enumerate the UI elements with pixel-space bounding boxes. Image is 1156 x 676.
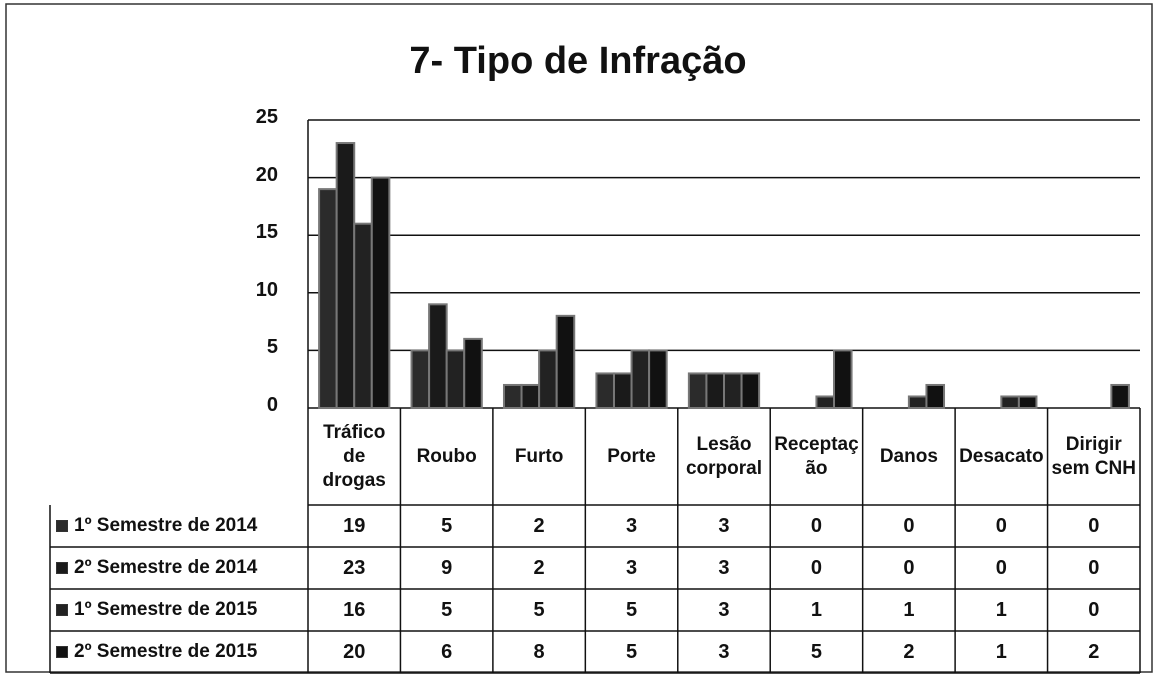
table-value: 1: [995, 598, 1007, 621]
table-value: 20: [343, 640, 366, 663]
y-tick-label: 15: [255, 221, 278, 244]
bar: [335, 142, 356, 409]
bar: [370, 176, 391, 409]
legend-swatch: [56, 646, 68, 658]
table-value: 3: [718, 598, 730, 621]
legend-entry: 1º Semestre de 2014: [50, 505, 308, 547]
table-value: 8: [533, 640, 545, 663]
table-value: 0: [903, 514, 915, 537]
bar: [612, 372, 633, 410]
y-tick-label: 0: [266, 394, 278, 416]
bar: [502, 383, 523, 409]
bar: [907, 395, 928, 410]
bar: [318, 188, 338, 409]
bar: [410, 349, 431, 409]
bar: [353, 222, 373, 409]
bar: [463, 337, 483, 410]
table-value: 5: [625, 598, 638, 621]
bar: [1110, 383, 1130, 409]
table-value: 0: [1088, 556, 1100, 579]
table-value: 2: [533, 556, 545, 579]
bar: [555, 314, 576, 409]
x-tick-label: Porte: [607, 445, 656, 467]
bar: [723, 372, 743, 410]
table-value: 2: [533, 514, 545, 537]
bar: [520, 383, 541, 409]
bar: [1000, 395, 1020, 410]
table-value: 3: [718, 514, 730, 537]
table-value: 5: [810, 640, 822, 663]
table-value: 0: [810, 514, 822, 537]
bar: [815, 395, 836, 410]
x-tick-label: Furto: [514, 445, 564, 467]
chart-title: 7- Tipo de Infração: [409, 40, 747, 82]
x-tick-label: Roubo: [416, 445, 477, 467]
table-value: 9: [441, 556, 453, 579]
table-value: 3: [718, 640, 730, 663]
y-tick-label: 10: [255, 278, 278, 301]
bar: [648, 349, 668, 409]
table-value: 2: [903, 640, 915, 663]
x-tick-label: Tráfico de drogas: [322, 421, 386, 491]
table-value: 0: [995, 556, 1007, 579]
legend-label: 1º Semestre de 2015: [74, 599, 258, 620]
legend-entry: 2º Semestre de 2015: [50, 631, 308, 673]
y-tick-label: 25: [255, 106, 278, 128]
bar: [833, 349, 853, 409]
table-value: 2: [1088, 640, 1100, 663]
bar: [705, 372, 725, 410]
y-tick-label: 20: [255, 163, 278, 186]
frame: [5, 3, 1153, 673]
table-value: 6: [441, 640, 453, 663]
table-value: 3: [625, 514, 638, 537]
legend-label: 1º Semestre de 2014: [74, 515, 258, 536]
legend-entry: 2º Semestre de 2014: [50, 547, 308, 589]
x-tick-label: Receptação: [774, 433, 859, 479]
table-value: 0: [903, 556, 915, 579]
legend-label: 2º Semestre de 2015: [74, 641, 258, 662]
x-tick-label: Lesão corporal: [685, 433, 762, 479]
y-tick-label: 5: [266, 336, 278, 359]
bar: [925, 383, 946, 409]
table-value: 0: [1088, 598, 1100, 621]
legend-swatch: [56, 604, 68, 616]
bar: [428, 303, 448, 410]
table-value: 5: [533, 598, 545, 621]
table-value: 0: [810, 556, 822, 579]
table-value: 3: [718, 556, 730, 579]
table-value: 5: [441, 598, 453, 621]
table-value: 1: [903, 598, 915, 621]
bar: [595, 372, 615, 410]
table-value: 5: [441, 514, 453, 537]
table-value: 3: [625, 556, 638, 579]
table-value: 0: [995, 514, 1007, 537]
legend-entry: 1º Semestre de 2015: [50, 589, 308, 631]
table-value: 16: [343, 598, 366, 621]
bar: [630, 349, 651, 409]
bar: [740, 372, 761, 410]
table-value: 1: [995, 640, 1007, 663]
legend-swatch: [56, 520, 68, 532]
x-tick-label: Danos: [879, 445, 938, 467]
table-value: 5: [625, 640, 638, 663]
table-value: 0: [1088, 514, 1100, 537]
table-value: 1: [810, 598, 822, 621]
bar: [687, 372, 708, 410]
x-tick-label: Dirigir sem CNH: [1051, 433, 1136, 479]
x-tick-label: Desacato: [959, 445, 1044, 467]
bar: [538, 349, 558, 409]
bar: [1017, 395, 1038, 410]
bar: [445, 349, 466, 409]
legend-swatch: [56, 562, 68, 574]
table-value: 19: [343, 514, 366, 537]
table-value: 23: [343, 556, 366, 579]
legend-label: 2º Semestre de 2014: [74, 557, 258, 578]
